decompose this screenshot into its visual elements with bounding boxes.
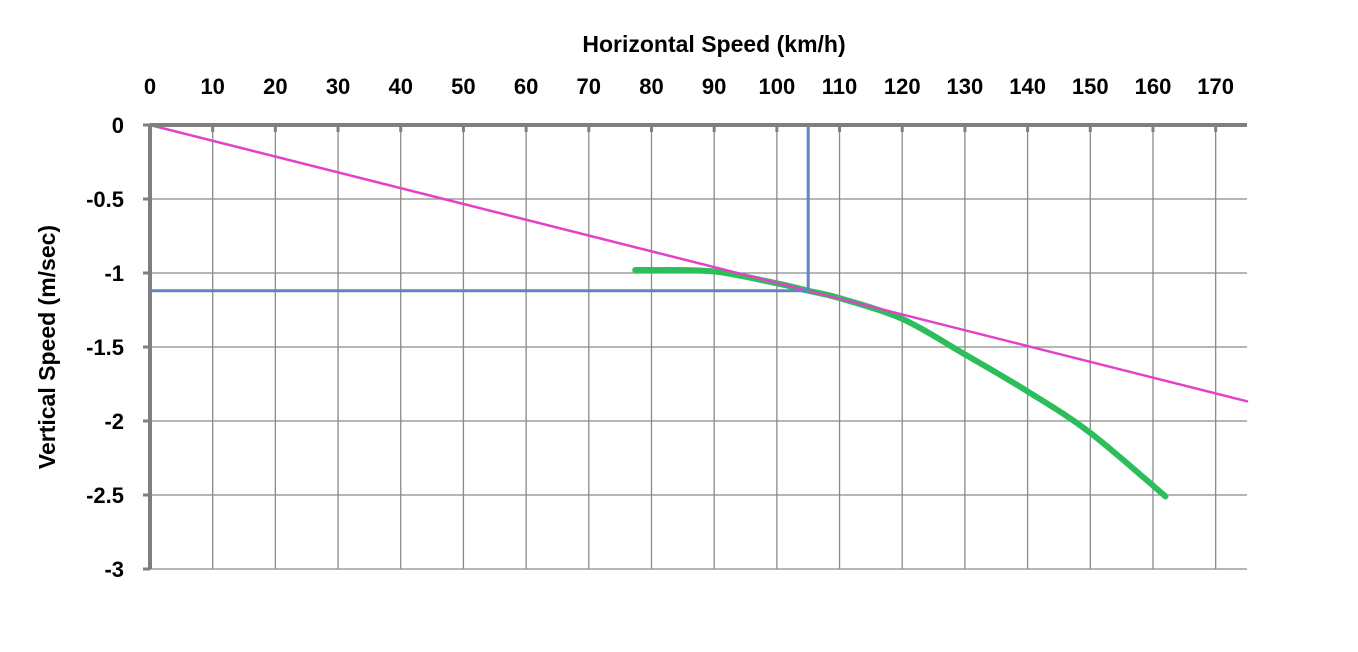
x-axis-title: Horizontal Speed (km/h) xyxy=(582,31,845,57)
y-axis-title: Vertical Speed (m/sec) xyxy=(34,225,60,469)
x-tick-label: 70 xyxy=(577,74,601,99)
axes xyxy=(143,123,1247,571)
y-tick-label: -0.5 xyxy=(86,187,124,212)
x-tick-label: 10 xyxy=(200,74,224,99)
x-tick-label: 40 xyxy=(389,74,413,99)
x-tick-label: 150 xyxy=(1072,74,1109,99)
series-group xyxy=(148,123,1249,500)
x-tick-label: 100 xyxy=(758,74,795,99)
x-tick-label: 160 xyxy=(1135,74,1172,99)
x-tick-label: 110 xyxy=(822,74,858,99)
x-tick-label: 90 xyxy=(702,74,726,99)
x-tick-label: 140 xyxy=(1009,74,1046,99)
x-tick-label: 20 xyxy=(263,74,287,99)
x-tick-label: 130 xyxy=(947,74,984,99)
best-glide-tangent-line xyxy=(148,123,1249,403)
x-tick-label: 0 xyxy=(144,74,156,99)
y-tick-label: -1 xyxy=(104,261,124,286)
y-tick-label: -3 xyxy=(104,557,124,582)
y-tick-label: -1.5 xyxy=(86,335,124,360)
x-tick-label: 50 xyxy=(451,74,475,99)
y-tick-label: 0 xyxy=(112,113,124,138)
x-tick-label: 80 xyxy=(639,74,663,99)
x-tick-label: 60 xyxy=(514,74,538,99)
x-tick-label: 30 xyxy=(326,74,350,99)
x-tick-label: 170 xyxy=(1197,74,1234,99)
y-tick-label: -2.5 xyxy=(86,483,124,508)
x-tick-label: 120 xyxy=(884,74,921,99)
tick-labels: 0 10 20 30 40 50 60 70 80 90 100 110 120 130 140 150 160… xyxy=(86,74,1234,582)
grid xyxy=(150,125,1247,570)
y-tick-label: -2 xyxy=(104,409,124,434)
